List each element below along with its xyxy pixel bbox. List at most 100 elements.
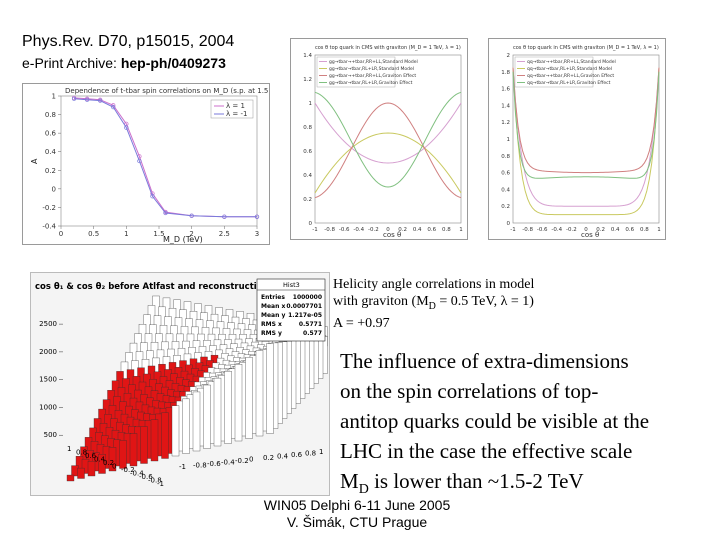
y-tick-label: 0.8 bbox=[501, 154, 510, 160]
x-tick-label: -0.4 bbox=[353, 227, 364, 233]
x-tick-label: -0.6 bbox=[207, 460, 221, 468]
archive-line: e-Print Archive: hep-ph/0409273 bbox=[22, 55, 226, 71]
body-line5-end: is lower than ~1.5-2 TeV bbox=[368, 469, 584, 493]
histogram-bar bbox=[161, 412, 169, 459]
histogram-bar bbox=[66, 474, 75, 482]
y-tick-label: 0 bbox=[52, 185, 56, 193]
legend-entry: gg→tbar→tbar,RL+LR,Graviton Effect bbox=[329, 80, 413, 86]
x-tick-label: -0.6 bbox=[537, 227, 548, 233]
caption-line2: with graviton (MD = 0.5 TeV, λ = 1) bbox=[333, 293, 603, 315]
legend-entry: qq→tbar→+tbar,RR+LL,Standard Model bbox=[527, 59, 616, 65]
z-tick-label: 2000 bbox=[39, 348, 57, 356]
x-tick-label: -0.4 bbox=[221, 459, 235, 467]
stats-label: Mean y bbox=[261, 312, 285, 319]
z-tick-label: 2500 bbox=[39, 320, 57, 328]
histogram-bar bbox=[255, 350, 264, 437]
series-line bbox=[512, 67, 660, 216]
series-line bbox=[314, 102, 462, 164]
x-tick-label: -1 bbox=[179, 463, 186, 471]
data-point bbox=[137, 158, 142, 164]
histogram-bar bbox=[140, 426, 148, 464]
x-tick-label: 0.8 bbox=[640, 227, 649, 233]
y-tick-label: -0.6 bbox=[139, 473, 153, 481]
caption-line2-subscript: D bbox=[428, 300, 436, 312]
legend-box bbox=[514, 56, 594, 88]
figure-caption: Helicity angle correlations in model wit… bbox=[333, 276, 603, 332]
x-tick-label: -1 bbox=[510, 227, 515, 233]
x-tick-label: -0.8 bbox=[193, 462, 207, 470]
chart-spin-correlation-vs-md: Dependence of t-tbar spin correlations o… bbox=[22, 83, 286, 245]
x-tick-label: 0 bbox=[249, 456, 253, 464]
x-tick-label: 0 bbox=[386, 227, 390, 233]
legend-entry: gg→tbar→+tbar,RR+LL,Graviton Effect bbox=[329, 73, 416, 79]
x-tick-label: 0.2 bbox=[398, 227, 407, 233]
y-tick-label: -0.8 bbox=[148, 477, 162, 485]
y-tick-label: 0.8 bbox=[303, 125, 312, 131]
legend-box bbox=[316, 56, 396, 88]
histogram-bar bbox=[119, 440, 127, 469]
archive-id: hep-ph/0409273 bbox=[120, 55, 226, 71]
series-line bbox=[314, 91, 462, 188]
chart-qq-cos-theta: cos θ top quark in CMS with graviton (M_… bbox=[488, 38, 666, 240]
stats-label: Entries bbox=[261, 294, 285, 301]
histogram-bar bbox=[77, 467, 85, 479]
histogram-bar bbox=[108, 447, 117, 472]
body-line5-start: M bbox=[340, 469, 359, 493]
footer: WIN05 Delphi 6-11 June 2005 V. Šimák, CT… bbox=[262, 497, 452, 531]
x-tick-label: -0.8 bbox=[324, 227, 335, 233]
y-tick-label: 0.2 bbox=[501, 204, 510, 210]
z-tick-label: 1500 bbox=[39, 376, 57, 384]
chart-3d-histogram: cos θ₁ & cos θ₂ before Atlfast and recon… bbox=[30, 272, 330, 496]
series-line bbox=[74, 98, 257, 218]
x-tick-label: 2 bbox=[189, 230, 193, 238]
y-tick-label: 1 bbox=[507, 137, 511, 143]
y-tick-label: 0.8 bbox=[45, 111, 56, 119]
x-tick-label: 0 bbox=[59, 230, 63, 238]
chart2-title: cos θ top quark in CMS with graviton (M_… bbox=[315, 45, 461, 51]
x-tick-label: 1 bbox=[657, 227, 661, 233]
legend-entry: qq→tbar→+tbar,RR+LL,Graviton Effect bbox=[527, 73, 614, 79]
body-line4: LHC in the case the effective scale bbox=[340, 439, 633, 463]
y-tick-label: 1.2 bbox=[303, 77, 312, 83]
y-tick-label: 0.6 bbox=[501, 171, 510, 177]
chart1-title: Dependence of t-tbar spin correlations o… bbox=[65, 87, 269, 95]
histogram-bar bbox=[266, 343, 274, 434]
chart3-title: cos θ top quark in CMS with graviton (M_… bbox=[513, 45, 659, 51]
histogram-bar bbox=[171, 405, 180, 457]
footer-conference: WIN05 Delphi 6-11 June 2005 bbox=[263, 497, 451, 513]
chart1-xlabel: M_D (TeV) bbox=[163, 235, 203, 244]
body-line3: antitop quarks could be visible at the bbox=[340, 409, 650, 433]
y-tick-label: 0 bbox=[112, 463, 116, 471]
data-point bbox=[254, 214, 260, 219]
x-tick-label: 0.4 bbox=[611, 227, 620, 233]
histogram-bar bbox=[129, 433, 138, 467]
chart2-xlabel: cos θ bbox=[383, 231, 401, 239]
y-tick-label: 0.6 bbox=[303, 149, 312, 155]
caption-line2-start: with graviton (M bbox=[333, 294, 429, 309]
x-tick-label: 1 bbox=[459, 227, 463, 233]
chart3-xlabel: cos θ bbox=[581, 231, 599, 239]
x-tick-label: 1.5 bbox=[153, 230, 164, 238]
z-tick-label: 500 bbox=[44, 431, 57, 439]
body-text: The influence of extra-dimensions on the… bbox=[340, 346, 720, 505]
y-tick-label: 1.2 bbox=[501, 120, 510, 126]
x-tick-label: 0.4 bbox=[413, 227, 422, 233]
x-tick-label: 0 bbox=[584, 227, 588, 233]
body-line5-subscript: D bbox=[358, 482, 369, 498]
data-point bbox=[84, 97, 90, 102]
histogram-bar bbox=[203, 384, 211, 449]
y-tick-label: -0.4 bbox=[42, 223, 56, 231]
stats-value: 1.217e-05 bbox=[288, 312, 322, 319]
x-tick-label: 0.6 bbox=[291, 451, 303, 459]
reference-citation: Phys.Rev. D70, p15015, 2004 bbox=[22, 33, 235, 50]
body-line5: MD is lower than ~1.5-2 TeV bbox=[340, 466, 720, 505]
x-tick-label: -1 bbox=[312, 227, 317, 233]
histogram-title: cos θ₁ & cos θ₂ before Atlfast and recon… bbox=[35, 282, 269, 292]
y-tick-label: 0.4 bbox=[501, 187, 510, 193]
x-tick-label: -0.6 bbox=[339, 227, 350, 233]
y-tick-label: 0 bbox=[309, 221, 313, 227]
y-tick-label: 2 bbox=[507, 53, 511, 59]
histogram-bar bbox=[192, 391, 201, 452]
data-point bbox=[150, 194, 155, 199]
y-tick-label: 0.4 bbox=[45, 148, 57, 156]
